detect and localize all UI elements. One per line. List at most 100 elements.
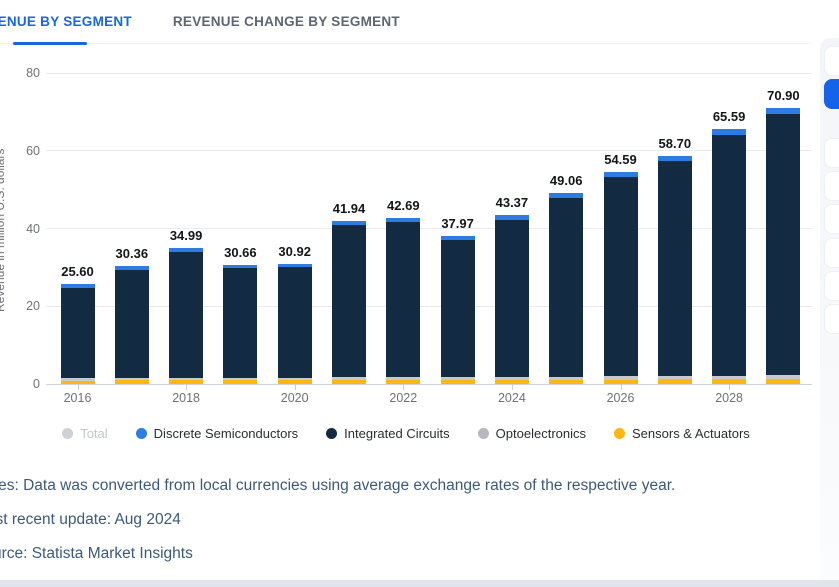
x-axis-tick	[403, 384, 405, 390]
bar-segment-discrete-semiconductors	[114, 265, 149, 270]
bar-segment-sensors-actuators	[114, 380, 149, 384]
bar-segment-integrated-circuits	[114, 269, 149, 378]
y-axis-tick-label: 20	[26, 299, 40, 314]
bar-segment-integrated-circuits	[766, 114, 801, 376]
bar-2026[interactable]	[603, 171, 638, 384]
bar-segment-discrete-semiconductors	[169, 247, 204, 252]
bar-segment-optoelectronics	[60, 378, 95, 381]
x-axis-tick-label: 2028	[715, 391, 743, 405]
bar-2022[interactable]	[386, 218, 421, 384]
x-axis-tick	[511, 384, 513, 390]
bar-segment-optoelectronics	[440, 377, 475, 381]
bar-segment-optoelectronics	[603, 376, 638, 380]
tab-revenue-change-by-segment[interactable]: REVENUE CHANGE BY SEGMENT	[173, 0, 400, 43]
legend-dot-optoelectronics	[477, 427, 489, 439]
bar-segment-sensors-actuators	[712, 379, 747, 384]
bar-segment-sensors-actuators	[549, 379, 584, 384]
bar-2016[interactable]	[60, 284, 95, 384]
gridline	[46, 150, 812, 152]
bar-segment-discrete-semiconductors	[657, 155, 692, 162]
x-axis-tick-label: 2026	[606, 391, 635, 405]
bar-segment-discrete-semiconductors	[766, 108, 801, 115]
bar-segment-discrete-semiconductors	[223, 264, 258, 269]
gridline	[46, 72, 812, 74]
bar-2027[interactable]	[657, 155, 692, 384]
bar-value-label: 30.66	[224, 244, 257, 260]
horizontal-scrollbar[interactable]	[0, 580, 839, 587]
toolbar-button-3[interactable]	[824, 138, 839, 168]
toolbar-button-4[interactable]	[824, 171, 839, 201]
legend-item-sensors-actuators[interactable]: Sensors & Actuators	[614, 426, 750, 441]
bar-2025[interactable]	[549, 193, 584, 384]
bar-2029[interactable]	[766, 108, 801, 384]
bar-2023[interactable]	[440, 236, 475, 384]
bar-value-label: 30.36	[115, 245, 149, 261]
bar-segment-integrated-circuits	[549, 197, 584, 377]
bar-2028[interactable]	[712, 129, 747, 384]
bar-2018[interactable]	[169, 247, 204, 384]
bar-segment-discrete-semiconductors	[603, 171, 638, 177]
bar-2020[interactable]	[277, 263, 312, 384]
bar-segment-discrete-semiconductors	[277, 263, 312, 268]
bar-segment-sensors-actuators	[332, 380, 366, 384]
bar-segment-integrated-circuits	[277, 267, 312, 378]
bar-value-label: 70.90	[767, 88, 800, 104]
legend-item-integrated-circuits[interactable]: Integrated Circuits	[326, 426, 450, 441]
bar-segment-optoelectronics	[332, 377, 366, 380]
legend-dot-discrete-semiconductors	[135, 427, 147, 439]
bar-segment-optoelectronics	[766, 375, 801, 379]
toolbar-button-1[interactable]	[824, 46, 839, 76]
legend-label: Integrated Circuits	[344, 425, 450, 441]
legend-label: Discrete Semiconductors	[153, 425, 299, 441]
bar-2019[interactable]	[223, 264, 258, 384]
y-axis-tick-label: 60	[26, 143, 40, 158]
legend-item-discrete-semiconductors[interactable]: Discrete Semiconductors	[135, 425, 299, 441]
bar-segment-sensors-actuators	[440, 380, 475, 384]
bar-segment-integrated-circuits	[440, 240, 475, 378]
toolbar-button-7[interactable]	[824, 271, 839, 301]
bar-segment-discrete-semiconductors	[332, 220, 366, 226]
footer-update: Most recent update: Aug 2024	[0, 511, 181, 528]
bar-segment-optoelectronics	[114, 377, 149, 381]
x-axis-tick	[620, 384, 622, 390]
bar-segment-optoelectronics	[712, 375, 747, 380]
bar-segment-discrete-semiconductors	[494, 215, 529, 220]
bar-segment-optoelectronics	[169, 377, 204, 381]
bar-2024[interactable]	[494, 215, 529, 384]
bar-segment-integrated-circuits	[657, 161, 692, 376]
legend-item-total[interactable]: Total	[62, 426, 108, 441]
legend-label: Optoelectronics	[495, 425, 586, 441]
y-axis-tick-label: 0	[33, 377, 40, 391]
bar-segment-integrated-circuits	[60, 287, 95, 379]
toolbar-button-6[interactable]	[824, 238, 839, 268]
legend-item-optoelectronics[interactable]: Optoelectronics	[477, 425, 586, 441]
toolbar-button-2[interactable]	[824, 79, 839, 109]
bar-segment-optoelectronics	[277, 377, 312, 381]
footer-notes: Notes: Data was converted from local cur…	[0, 477, 676, 494]
x-axis-tick-label: 2018	[172, 391, 200, 405]
active-tab-underline	[13, 42, 88, 45]
bar-value-label: 43.37	[495, 195, 529, 211]
x-axis-tick-label: 2020	[280, 391, 309, 405]
x-axis-tick	[186, 384, 188, 390]
x-axis-tick-label: 2022	[389, 391, 418, 405]
x-axis-tick-label: 2024	[497, 391, 526, 405]
x-axis-tick	[77, 384, 79, 390]
bar-segment-discrete-semiconductors	[549, 193, 584, 198]
bar-2021[interactable]	[332, 220, 366, 384]
bar-segment-optoelectronics	[549, 376, 584, 380]
bar-segment-sensors-actuators	[494, 379, 529, 384]
chart-legend: Total Discrete Semiconductors Integrated C…	[0, 423, 812, 443]
bar-value-label: 58.70	[658, 135, 692, 151]
toolbar-button-8[interactable]	[824, 304, 839, 334]
toolbar-button-5[interactable]	[824, 204, 839, 234]
y-axis-tick-label: 40	[26, 221, 40, 236]
bar-segment-optoelectronics	[223, 377, 258, 381]
tab-label: REVENUE BY SEGMENT	[0, 14, 132, 29]
tab-revenue-by-segment[interactable]: REVENUE BY SEGMENT	[0, 0, 132, 45]
bar-segment-sensors-actuators	[657, 379, 692, 384]
legend-dot-integrated-circuits	[326, 427, 338, 439]
bar-2017[interactable]	[114, 265, 149, 384]
bar-value-label: 42.69	[387, 198, 420, 214]
